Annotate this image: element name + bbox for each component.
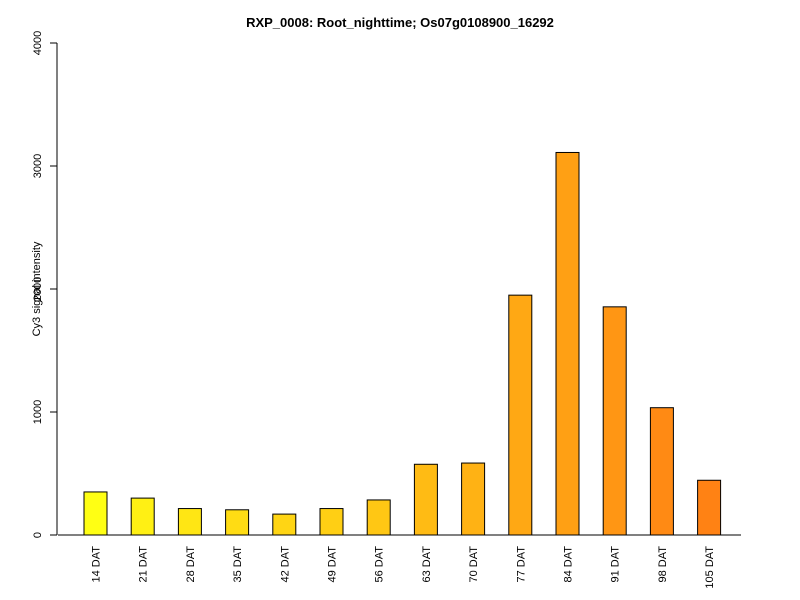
bar	[366, 499, 391, 536]
bar	[319, 508, 344, 536]
x-tick-label: 63 DAT	[421, 546, 433, 583]
y-tick-label: 1000	[32, 400, 44, 424]
plot-area: 0 1000 2000 3000 4000 14 DAT 21 DAT 28 DAT 35 DA…	[32, 31, 741, 589]
y-tick-label: 2000	[32, 277, 44, 301]
bar	[83, 491, 108, 536]
x-tick-label: 84 DAT	[563, 546, 575, 583]
bar	[508, 294, 533, 536]
x-tick-label: 77 DAT	[515, 546, 527, 583]
x-tick-label: 56 DAT	[374, 546, 386, 583]
x-tick-label: 42 DAT	[279, 546, 291, 583]
x-tick-label: 91 DAT	[610, 546, 622, 583]
bar	[177, 508, 202, 536]
x-tick-label: 14 DAT	[91, 546, 103, 583]
bar	[649, 407, 674, 536]
y-tick-label: 0	[32, 532, 44, 538]
x-tick-label: 49 DAT	[327, 546, 339, 583]
bar	[697, 479, 722, 536]
bar	[413, 463, 438, 536]
y-tick-label: 4000	[32, 31, 44, 55]
bar	[602, 306, 627, 536]
bar	[461, 462, 486, 536]
y-axis-label: Cy3 signal intensity	[31, 241, 43, 336]
x-tick-label: 98 DAT	[657, 546, 669, 583]
x-tick-label: 21 DAT	[138, 546, 150, 583]
x-tick-label: 35 DAT	[232, 546, 244, 583]
y-tick-label: 3000	[32, 154, 44, 178]
x-tick-label: 70 DAT	[468, 546, 480, 583]
x-tick-label: 28 DAT	[185, 546, 197, 583]
bar	[225, 509, 250, 536]
bar	[555, 151, 580, 536]
x-tick-label: 105 DAT	[704, 546, 716, 589]
chart-title: RXP_0008: Root_nighttime; Os07g0108900_1…	[246, 15, 554, 30]
bar	[130, 497, 155, 536]
bar	[272, 513, 297, 536]
